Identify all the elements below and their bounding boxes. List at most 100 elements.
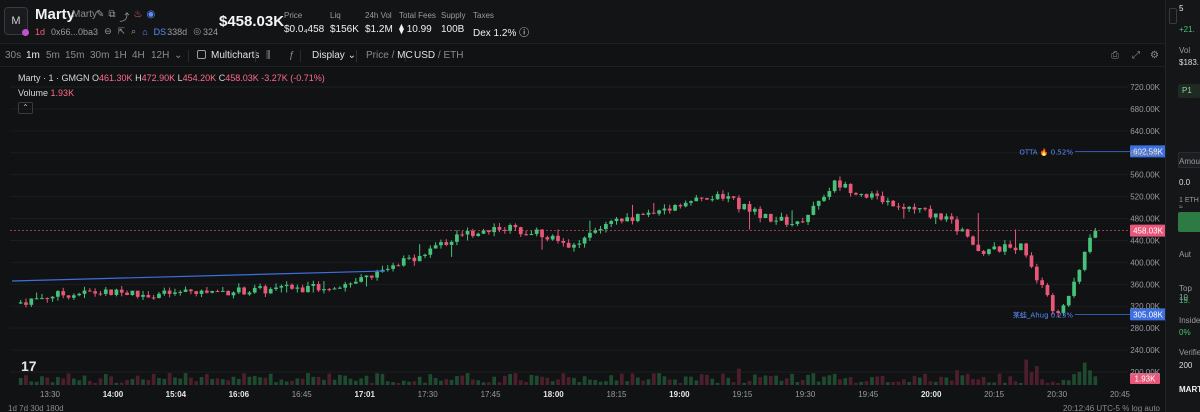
volume-bar (848, 377, 853, 385)
price-mc-toggle[interactable]: Price / MC (366, 50, 413, 61)
x-tick-label: 17:45 (481, 390, 502, 399)
volume-bar (215, 378, 220, 385)
buy-button[interactable] (1178, 212, 1200, 232)
candle-body (641, 213, 645, 215)
display-menu[interactable]: Display ⌄ (312, 50, 356, 61)
panel-toggle-icon[interactable] (1169, 8, 1177, 24)
candle-body (327, 289, 332, 291)
candle-body (343, 284, 348, 288)
candle-body (976, 244, 981, 252)
amount-field[interactable] (1178, 152, 1200, 168)
volume-bar (763, 375, 768, 385)
volume-bar (348, 378, 353, 385)
candle-body (98, 293, 103, 295)
volume-bar (971, 379, 975, 385)
external-link-icon[interactable]: ⇱ (117, 26, 126, 36)
volume-bar (705, 374, 709, 385)
collapse-legend-button[interactable]: ⌃ (18, 102, 33, 114)
candle-body (220, 290, 225, 292)
share-icon[interactable]: ⤴ (119, 13, 130, 24)
volume-bar (45, 377, 50, 385)
interval-15m[interactable]: 15m (65, 50, 85, 61)
candle-body (162, 290, 167, 294)
y-tick-label: 280.00K (1130, 324, 1160, 333)
candle-body (93, 291, 98, 294)
token-avatar[interactable]: M (4, 7, 28, 35)
edit-icon[interactable]: ✎ (96, 9, 105, 20)
badge-low-text: 305.08K (1133, 310, 1163, 319)
volume-bar (683, 376, 688, 385)
interval-4h[interactable]: 4H (132, 50, 145, 61)
more-intervals-chevron-icon[interactable]: ⌄ (174, 50, 183, 61)
amount-input[interactable]: 0.0 (1179, 178, 1191, 187)
candle-body (226, 290, 231, 296)
checkbox-icon[interactable] (197, 50, 206, 59)
copy-icon[interactable]: ⧉ (108, 9, 116, 20)
interval-1h[interactable]: 1H (114, 50, 127, 61)
toolbar-divider (188, 50, 189, 62)
axis-options[interactable]: 20:12:46 UTC-5 % log auto (1063, 404, 1160, 412)
candle-body (550, 235, 555, 240)
flame-icon[interactable]: ♨ (133, 9, 143, 20)
verified-icon[interactable]: ◉ (146, 9, 156, 20)
candle-body (742, 203, 747, 210)
volume-bar (651, 373, 656, 385)
market-cap-value: $458.03K (219, 13, 285, 30)
platform-badge-icon (22, 29, 29, 36)
candle-body (205, 290, 209, 293)
token-address[interactable]: 0x66...0ba3 (51, 26, 99, 37)
interval-30s[interactable]: 30s (5, 50, 22, 61)
interval-30m[interactable]: 30m (90, 50, 110, 61)
volume-bar (412, 381, 417, 385)
candle-body (173, 292, 177, 294)
interval-5m[interactable]: 5m (46, 50, 60, 61)
camera-icon[interactable]: ⎙ (1111, 50, 1119, 61)
x-tick-label: 15:04 (166, 390, 187, 399)
volume-bar (508, 373, 512, 385)
volume-bar (976, 379, 981, 385)
badge-current-price-text: 458.03K (1133, 227, 1163, 236)
volume-bar (141, 379, 145, 385)
indicators-icon[interactable]: ƒ (289, 50, 295, 61)
usd-eth-toggle[interactable]: USD / ETH (414, 50, 464, 61)
auto-toggle[interactable]: Aut (1179, 250, 1192, 259)
price-chart-area[interactable]: OTTA 🔥 0.52% 某蛙_Ahug 0.23% 602.58K 458.03K 3… (0, 66, 1166, 412)
candlestick-chart[interactable]: OTTA 🔥 0.52% 某蛙_Ahug 0.23% 602.58K 458.03K 3… (0, 67, 1166, 412)
volume-bar (737, 368, 741, 385)
preset-p1-button[interactable]: P1 (1178, 84, 1200, 98)
candle-body (189, 289, 193, 292)
interval-12h[interactable]: 12H (151, 50, 170, 61)
volume-bar (1008, 376, 1013, 385)
range-buttons[interactable]: 1d 7d 30d 180d (8, 404, 64, 412)
candle-body (619, 218, 624, 222)
tradingview-logo-icon[interactable]: 17 (21, 358, 37, 374)
volume-bar (933, 381, 938, 385)
candle-body (726, 196, 731, 199)
multicharts-toggle[interactable]: Multicharts (197, 50, 259, 61)
toolbar-divider (356, 50, 357, 62)
volume-bar (513, 373, 518, 385)
x-tick-label: 19:00 (669, 390, 690, 399)
symbol-label: Marty · 1 · GMGN (18, 73, 90, 83)
candle-style-icon[interactable]: ⫼ (266, 50, 271, 61)
candle-body (353, 281, 358, 284)
ohlc-high: 472.90K (141, 73, 176, 83)
copy-address-icon[interactable]: ⊖ (104, 26, 112, 36)
volume-bar (854, 382, 858, 385)
search-icon[interactable]: ⌕ (131, 26, 137, 36)
candle-body (1040, 280, 1044, 286)
candle-body (965, 229, 970, 237)
dexscreener-icon[interactable]: ⌂ (142, 26, 148, 37)
fullscreen-icon[interactable]: ⤢ (1132, 50, 1140, 61)
y-tick-label: 600.00K (1130, 149, 1160, 158)
interval-1m[interactable]: 1m (26, 50, 40, 61)
candle-body (577, 243, 582, 245)
volume-bar (646, 379, 651, 385)
trend-line[interactable] (11, 270, 386, 282)
volume-bar (231, 376, 236, 385)
volume-bar (343, 375, 348, 385)
volume-bar (242, 373, 246, 385)
settings-gear-icon[interactable]: ⚙ (1150, 50, 1159, 61)
candle-body (907, 206, 911, 209)
token-subtitle: Marty (72, 9, 97, 20)
